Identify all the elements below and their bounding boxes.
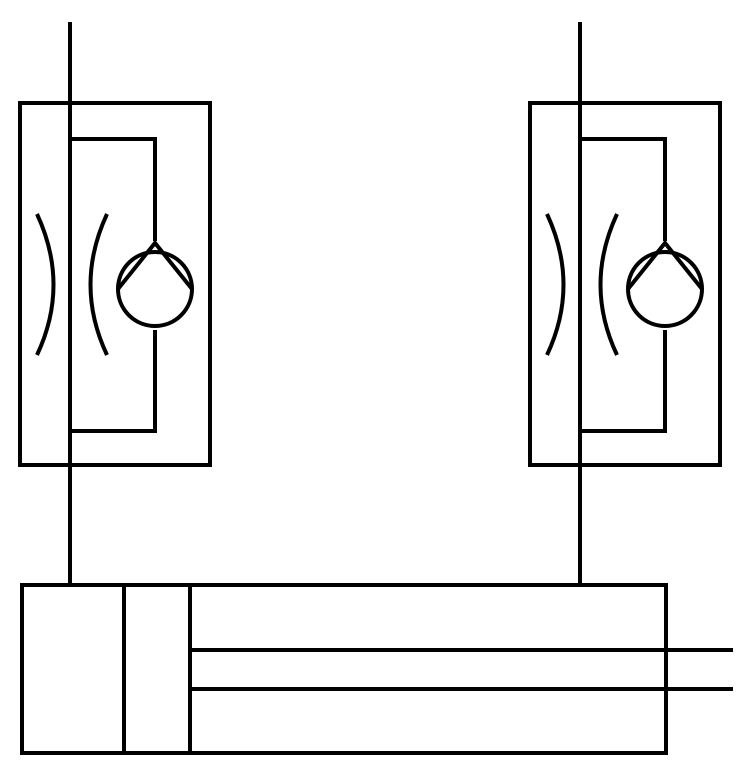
check-valve-return-right [580,330,667,433]
check-valve-seat-left [116,239,194,291]
throttle-arc-left-inner [88,213,109,356]
hydraulic-cylinder [20,583,733,755]
check-valve-bypass-right [580,137,667,241]
throttle-arc-left-outer [35,213,56,356]
check-valve-ball-left [116,250,194,328]
valve-housing-right [528,101,722,467]
flow-control-valve-right [528,22,722,584]
check-valve-ball-right [626,250,704,328]
check-valve-return-left [70,330,157,433]
check-valve-seat-right [626,239,704,291]
flow-control-valve-left [18,22,212,584]
cylinder-barrel [20,583,668,755]
throttle-arc-right-inner [598,213,619,356]
throttle-arc-right-outer [545,213,566,356]
check-valve-bypass-left [70,137,157,241]
valve-housing-left [18,101,212,467]
